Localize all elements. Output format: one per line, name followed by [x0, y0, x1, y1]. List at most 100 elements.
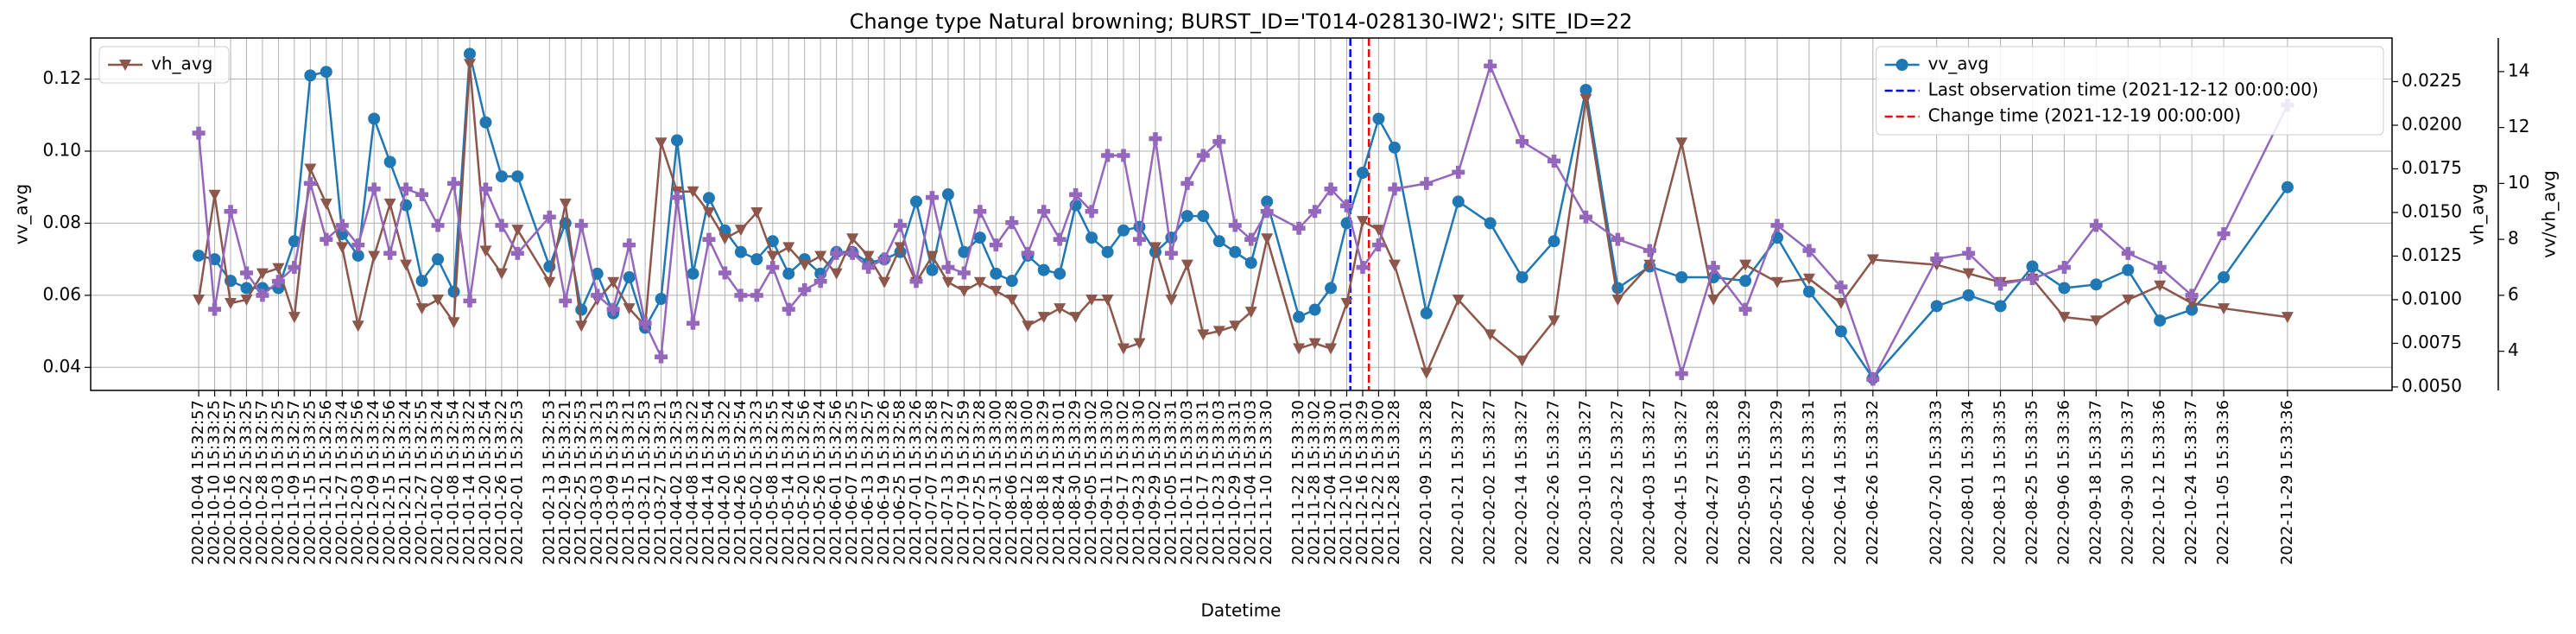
data-point	[973, 276, 986, 288]
data-point	[2217, 227, 2231, 241]
data-point	[1085, 205, 1098, 219]
data-point	[415, 187, 429, 201]
data-point	[2026, 260, 2039, 273]
data-point	[193, 249, 206, 262]
data-point	[2153, 261, 2167, 275]
y-tick-label: 0.10	[42, 139, 81, 160]
y-tick-label: 0.06	[42, 283, 81, 304]
x-tick-label: 2020-12-27 15:32:55	[413, 400, 431, 565]
data-point	[1261, 195, 1274, 208]
data-point	[750, 206, 763, 219]
data-point	[2025, 271, 2039, 285]
data-point	[1005, 275, 1018, 288]
data-point	[368, 112, 381, 125]
x-tick-label: 2021-05-26 15:33:24	[811, 400, 829, 565]
x-tick-label: 2020-12-03 15:32:56	[349, 400, 367, 565]
x-tick-label: 2020-11-27 15:33:24	[332, 400, 351, 565]
data-point	[702, 206, 715, 219]
data-point	[862, 250, 875, 263]
x-tick-label: 2021-02-13 15:32:53	[540, 400, 558, 565]
data-point	[1516, 355, 1529, 367]
x-tick-label: 2020-12-21 15:33:24	[396, 400, 415, 565]
data-point	[1611, 294, 1624, 306]
chart-title: Change type Natural browning; BURST_ID='…	[850, 10, 1633, 34]
x-tick-label: 2022-11-05 15:33:36	[2214, 400, 2232, 565]
x-tick-label: 2022-07-20 15:33:33	[1927, 400, 1946, 565]
data-point	[1675, 137, 1688, 149]
data-point	[2122, 294, 2135, 306]
data-point	[479, 245, 492, 257]
x-tick-label: 2021-02-25 15:32:53	[572, 400, 590, 565]
data-point	[655, 293, 668, 306]
x-tick-label: 2021-09-17 15:33:02	[1114, 400, 1132, 565]
data-point	[574, 219, 588, 232]
x-tick-label: 2021-09-29 15:33:02	[1146, 400, 1164, 565]
x-axis-label: Datetime	[1201, 600, 1282, 621]
data-point	[606, 302, 620, 316]
data-point	[686, 316, 699, 330]
x-tick-label: 2022-06-26 15:33:32	[1864, 400, 1882, 565]
y2-tick-label: 0.0075	[2402, 332, 2462, 352]
data-point	[1325, 282, 1338, 295]
data-point	[1994, 300, 2007, 313]
x-tick-label: 2021-06-07 15:33:25	[843, 400, 861, 565]
data-point	[192, 126, 206, 140]
data-point	[288, 312, 301, 324]
data-point	[1117, 224, 1130, 237]
y3-tick-label: 10	[2508, 172, 2529, 193]
data-point	[383, 155, 396, 168]
data-point	[718, 233, 731, 245]
y2-axis-label: vh_avg	[2467, 183, 2488, 244]
data-point	[718, 266, 731, 280]
data-point	[2090, 278, 2103, 291]
x-tick-label: 2020-10-22 15:33:25	[237, 400, 255, 565]
x-tick-label: 2020-10-28 15:32:57	[253, 400, 271, 565]
legend: vv_avg Last observation time (2021-12-12 …	[1876, 46, 2384, 136]
x-tick-label: 2022-02-02 15:33:27	[1481, 400, 1499, 565]
data-point	[1165, 294, 1178, 306]
y3-tick-label: 4	[2508, 339, 2519, 360]
data-point	[1739, 275, 1752, 288]
data-point	[1579, 84, 1592, 97]
data-point	[2058, 312, 2071, 324]
data-point	[1212, 235, 1225, 248]
data-point	[240, 294, 253, 306]
data-point	[1037, 205, 1051, 219]
data-point	[1037, 312, 1050, 324]
y2-tick-label: 0.0125	[2402, 244, 2462, 265]
data-point	[958, 285, 971, 297]
x-tick-label: 2022-09-18 15:33:37	[2086, 400, 2104, 565]
data-point	[303, 176, 317, 190]
data-point	[798, 259, 811, 271]
data-point	[1674, 367, 1688, 381]
data-point	[1101, 245, 1114, 258]
data-point	[2154, 314, 2167, 327]
x-tick-label: 2021-07-01 15:33:26	[907, 400, 925, 565]
data-point	[1117, 343, 1130, 355]
data-point	[575, 303, 588, 316]
data-point	[734, 225, 747, 237]
data-point	[1802, 273, 1815, 285]
data-point	[511, 170, 524, 183]
data-point	[782, 242, 795, 254]
x-tick-label: 2021-08-18 15:33:29	[1035, 400, 1053, 565]
x-tick-label: 2022-04-03 15:33:27	[1640, 400, 1658, 565]
data-point	[989, 238, 1003, 252]
data-point	[447, 176, 461, 190]
x-tick-label: 2021-08-06 15:33:28	[1003, 400, 1021, 565]
x-tick-label: 2021-02-19 15:33:21	[556, 400, 574, 565]
data-point	[288, 261, 301, 275]
data-point	[1771, 276, 1784, 288]
data-point	[830, 246, 844, 260]
data-point	[1962, 288, 1975, 301]
data-point	[1579, 210, 1592, 224]
legend-label: Last observation time (2021-12-12 00:00:…	[1928, 79, 2319, 100]
data-point	[351, 238, 365, 252]
data-point	[1324, 182, 1338, 196]
data-point	[1261, 233, 1274, 245]
data-point	[1340, 298, 1353, 310]
x-tick-label: 2021-09-11 15:33:30	[1098, 400, 1117, 565]
data-point	[193, 294, 206, 306]
data-point	[1197, 210, 1210, 223]
data-point	[1484, 329, 1497, 341]
